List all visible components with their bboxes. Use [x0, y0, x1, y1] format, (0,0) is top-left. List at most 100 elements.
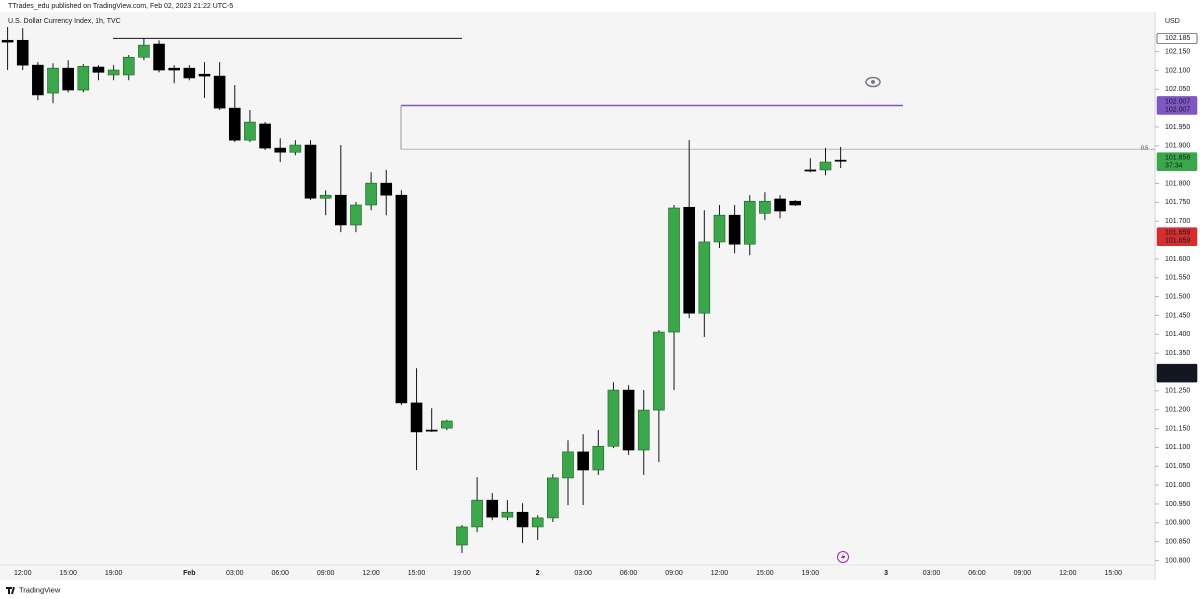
- candle-body: [138, 44, 150, 58]
- candle-body: [804, 169, 817, 172]
- lightning-icon[interactable]: [837, 551, 849, 563]
- candle-body: [486, 499, 499, 518]
- candle-body: [789, 200, 802, 206]
- y-tick-label: 101.100: [1165, 444, 1190, 451]
- candle-body: [380, 182, 393, 196]
- y-tick-label: 101.450: [1165, 312, 1190, 319]
- price-label: [1156, 227, 1198, 246]
- x-tick-label: 19:00: [802, 570, 820, 577]
- price-label-text: 102.007: [1165, 98, 1190, 105]
- logo-mark: [6, 587, 15, 594]
- x-tick-label: 15:00: [408, 570, 426, 577]
- eye-pupil: [871, 80, 875, 84]
- candle-body: [774, 198, 786, 212]
- candle-body: [728, 214, 741, 245]
- eye-icon[interactable]: [865, 76, 881, 88]
- candle-body: [653, 331, 665, 411]
- x-tick-label: 06:00: [620, 570, 638, 577]
- y-tick-label: 101.550: [1165, 275, 1190, 282]
- candle-body: [244, 121, 256, 141]
- x-tick-label: 09:00: [1014, 570, 1032, 577]
- price-label: [1156, 152, 1198, 171]
- y-tick-label: 100.800: [1165, 557, 1190, 564]
- x-tick-label: 15:00: [59, 570, 77, 577]
- candle-body: [456, 526, 468, 546]
- x-tick-label: 3: [884, 570, 888, 577]
- candle-body: [168, 67, 180, 71]
- x-tick-label: 12:00: [14, 570, 32, 577]
- candle-body: [547, 477, 559, 519]
- x-tick-label: 03:00: [574, 570, 592, 577]
- price-label-text: 101.858: [1165, 154, 1190, 161]
- footer-brand: TradingView: [19, 585, 61, 594]
- y-tick-label: 101.500: [1165, 293, 1190, 300]
- candle-body: [213, 75, 226, 109]
- candle-body: [743, 200, 756, 245]
- candle-body: [683, 206, 695, 314]
- x-tick-label: 06:00: [271, 570, 289, 577]
- y-tick-label: 101.000: [1165, 482, 1190, 489]
- price-label-text: 101.297: [1165, 366, 1190, 373]
- y-tick-label: 102.050: [1165, 86, 1190, 93]
- plot-background: [0, 12, 1155, 580]
- x-tick-label: 15:00: [756, 570, 774, 577]
- candle-body: [350, 204, 362, 226]
- x-tick-label: 15:00: [1105, 570, 1123, 577]
- y-tick-label: 101.400: [1165, 331, 1190, 338]
- price-label-text: 102.007: [1165, 106, 1190, 113]
- publisher: TTrades_edu published on TradingView.com…: [8, 3, 233, 10]
- candle-body: [471, 499, 483, 528]
- candle-body: [577, 451, 589, 471]
- price-label-text: 101.659: [1165, 238, 1190, 245]
- candle-body: [425, 429, 438, 432]
- candle-body: [274, 147, 287, 153]
- y-tick-label: 100.950: [1165, 501, 1190, 508]
- y-tick-label: 100.850: [1165, 538, 1190, 545]
- y-tick-label: 101.700: [1165, 218, 1190, 225]
- candle-body: [637, 409, 650, 451]
- candle-body: [198, 73, 211, 77]
- candle-body: [622, 389, 635, 451]
- x-tick-label: 09:00: [665, 570, 683, 577]
- footer-logo: [6, 587, 15, 594]
- price-label-text: 101.659: [1165, 230, 1190, 237]
- y-tick-label: 101.750: [1165, 199, 1190, 206]
- candle-body: [289, 144, 302, 153]
- y-tick-label: 101.950: [1165, 124, 1190, 131]
- candle-body: [410, 402, 423, 433]
- y-tick-label: 101.900: [1165, 143, 1190, 150]
- x-tick-label: 12:00: [711, 570, 729, 577]
- x-tick-label: 06:00: [968, 570, 986, 577]
- y-tick-label: 102.150: [1165, 48, 1190, 55]
- candle-body: [713, 214, 726, 243]
- candle-body: [592, 445, 605, 471]
- y-tick-label: 101.800: [1165, 180, 1190, 187]
- x-tick-label: 12:00: [362, 570, 380, 577]
- price-label: [1156, 33, 1198, 44]
- candle-body: [395, 194, 408, 404]
- x-tick-label: 12:00: [1059, 570, 1077, 577]
- x-tick-label: 19:00: [453, 570, 471, 577]
- level-label: 0.5: [1141, 146, 1148, 152]
- y-tick-label: 101.350: [1165, 350, 1190, 357]
- candle-body: [819, 161, 832, 171]
- chart-title: U.S. Dollar Currency Index, 1h, TVC: [8, 18, 121, 25]
- candle-body: [607, 389, 620, 447]
- candle-body: [47, 67, 59, 94]
- price-label: [1156, 96, 1198, 115]
- y-tick-label: 102.100: [1165, 67, 1190, 74]
- x-tick-label: 03:00: [923, 570, 941, 577]
- price-label-text: 102.185: [1165, 35, 1190, 42]
- candle-body: [365, 182, 377, 206]
- y-tick-label: 101.200: [1165, 407, 1190, 414]
- icon-circle: [837, 551, 849, 563]
- price-label-text: 37:34: [1165, 162, 1183, 169]
- candle-body: [259, 123, 271, 149]
- price-label-text: 101.297: [1165, 374, 1190, 381]
- candle-body: [92, 66, 105, 73]
- y-tick-label: 101.050: [1165, 463, 1190, 470]
- currency: USD: [1165, 18, 1180, 25]
- candle-body: [16, 39, 29, 66]
- candle-body: [32, 64, 44, 96]
